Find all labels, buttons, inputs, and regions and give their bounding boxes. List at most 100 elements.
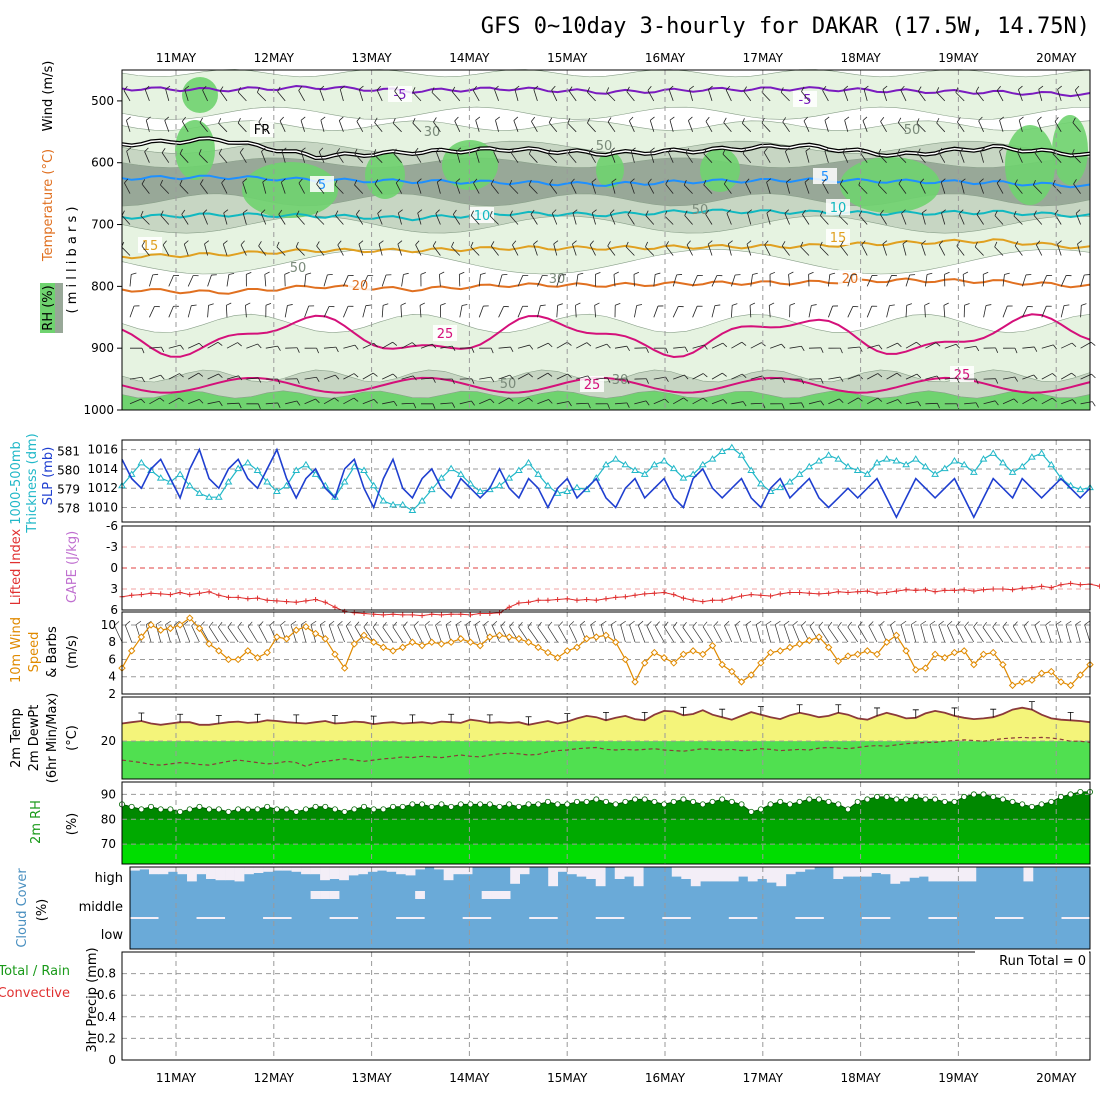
wind10m-barb-staff xyxy=(474,624,481,643)
wind-barb xyxy=(242,209,248,225)
li-point xyxy=(874,590,880,596)
wind-barb-flag xyxy=(218,373,223,378)
wind-barb-staff xyxy=(454,120,461,132)
wind-barb xyxy=(226,375,243,381)
wind-barb xyxy=(493,147,499,163)
wind-barb xyxy=(323,374,340,380)
wind10m-barb xyxy=(857,621,868,643)
wind-barb xyxy=(808,347,824,353)
wind-barb-flag xyxy=(480,272,486,275)
wind-barb-flag xyxy=(200,179,204,185)
wind-barb-staff xyxy=(847,397,859,405)
rh2m-point xyxy=(1077,788,1084,795)
wind-barb-flag xyxy=(1054,209,1059,215)
wind-barb-staff xyxy=(1022,306,1028,318)
wind-barb-flag xyxy=(784,209,789,214)
wind-barb xyxy=(517,344,534,350)
wind-barb xyxy=(921,240,926,256)
li-point xyxy=(613,594,619,600)
wind-barb xyxy=(320,116,326,132)
wind10m-barb xyxy=(672,621,684,643)
y-tick-label: 600 xyxy=(91,156,114,170)
wind-barb-staff xyxy=(649,151,655,163)
wind-barb-staff xyxy=(976,214,984,225)
wind-barb-flag xyxy=(829,272,836,275)
wind-barb-staff xyxy=(495,120,499,132)
cloud-low-gap xyxy=(396,917,425,919)
wind-barb xyxy=(343,397,359,405)
wind-barb-flag xyxy=(433,117,437,123)
wind-barb-flag xyxy=(528,373,533,378)
wind10m-barb-staff xyxy=(237,626,249,643)
wind-barb-staff xyxy=(731,274,736,287)
wind-barb-staff xyxy=(537,305,541,318)
rh2m-point xyxy=(593,796,600,803)
wind-barb-staff xyxy=(401,375,414,380)
li-point xyxy=(884,590,890,595)
wind10m-barb xyxy=(868,621,878,643)
thickness-point xyxy=(340,477,349,485)
thickness-point xyxy=(902,460,910,468)
thickness-point xyxy=(1047,460,1056,468)
wind-barb-flag xyxy=(245,302,251,306)
wind10m-barb-flag xyxy=(424,620,430,626)
wind-barb-staff xyxy=(684,215,693,225)
wind10m-unit-label: (m/s) xyxy=(65,635,80,669)
wind-barb-flag xyxy=(475,116,481,121)
wind-barb-flag xyxy=(240,240,245,246)
wind-barb-flag xyxy=(587,375,592,381)
wind10m-barb-staff xyxy=(518,626,529,643)
li-point xyxy=(148,590,154,596)
wind-barb-flag xyxy=(510,148,515,154)
cloud-middle-gap xyxy=(481,891,492,899)
wind-barb-staff xyxy=(318,151,325,163)
wind-barb-staff xyxy=(226,402,240,405)
wind-barb-staff xyxy=(938,152,946,163)
wind-barb-flag xyxy=(728,240,733,245)
wind10m-barb xyxy=(620,620,626,643)
wind10m-barb xyxy=(491,621,500,643)
wind10m-barb-staff xyxy=(900,624,907,643)
temp2m-max-marker xyxy=(874,707,881,716)
thickness-point xyxy=(282,481,291,489)
wind-barb-staff xyxy=(1014,184,1023,194)
temp2m-unit-label: (°C) xyxy=(65,725,80,751)
wind-barb-staff xyxy=(187,275,194,287)
wind10m-point xyxy=(466,638,475,646)
rh2m-point xyxy=(719,796,726,803)
panel-frame xyxy=(121,525,1091,611)
wind10m-point xyxy=(941,654,949,662)
temperature-contour-5 xyxy=(121,174,1091,189)
wind10m-barb-flag xyxy=(910,620,917,625)
wind-barb-flag xyxy=(377,209,382,214)
wind-barb-flag xyxy=(1052,179,1056,186)
wind10m-barb-flag xyxy=(964,621,969,627)
wind-barb-flag xyxy=(824,116,830,121)
li-point xyxy=(177,590,183,595)
wind-barb-staff xyxy=(160,215,170,225)
cloud-high-gap xyxy=(728,867,739,882)
thickness-point xyxy=(505,474,514,481)
wind-barb xyxy=(459,304,468,318)
wind-barb-flag xyxy=(184,85,190,90)
wind10m-barb xyxy=(1084,620,1091,643)
wind-barb xyxy=(595,403,610,409)
cloud-high-gap xyxy=(633,867,644,887)
wind-barb xyxy=(202,209,208,225)
rh2m-point xyxy=(883,793,890,800)
wind-barb xyxy=(944,343,960,349)
wind-barb-flag xyxy=(1063,304,1070,307)
wind-barb-flag xyxy=(400,302,406,306)
wind-barb xyxy=(207,373,223,380)
wind-barb-flag xyxy=(979,178,984,183)
wind-barb xyxy=(517,305,528,318)
rh2m-point xyxy=(1028,803,1035,810)
wind10m-barb-flag xyxy=(734,620,741,626)
wind-barb-flag xyxy=(354,179,358,186)
wind-barb-staff xyxy=(517,373,529,380)
wind10m-barb xyxy=(809,621,820,643)
cloud-high-gap xyxy=(253,867,264,873)
thickness-point xyxy=(1018,462,1027,470)
wind-barb-flag xyxy=(470,241,474,248)
wind-barb-staff xyxy=(1022,397,1034,405)
